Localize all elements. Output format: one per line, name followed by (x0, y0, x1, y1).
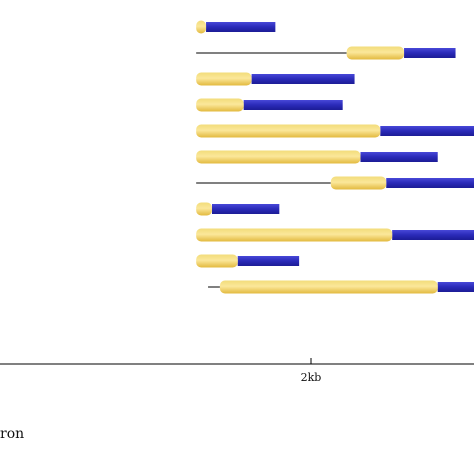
utr-bar (392, 230, 474, 240)
gene-row (196, 176, 474, 190)
utr-bar (212, 204, 280, 214)
cds-bar (196, 254, 238, 268)
utr-bar (360, 152, 438, 162)
gene-tracks (196, 20, 474, 294)
axis-tick-label: 2kb (301, 371, 322, 384)
utr-bar (206, 22, 276, 32)
gene-row (196, 98, 343, 112)
cds-bar (330, 176, 387, 190)
cds-bar (196, 98, 244, 112)
utr-bar (437, 282, 474, 292)
gene-row (196, 20, 276, 34)
cds-bar (196, 20, 207, 34)
gene-row (196, 228, 474, 242)
gene-row (196, 150, 438, 164)
legend-label: ron (0, 426, 25, 442)
gene-row (196, 254, 300, 268)
utr-bar (380, 126, 474, 136)
cds-bar (196, 202, 212, 216)
gene-row (196, 72, 355, 86)
utr-bar (404, 48, 456, 58)
utr-bar (243, 100, 343, 110)
utr-bar (237, 256, 300, 266)
cds-bar (196, 228, 393, 242)
gene-row (196, 124, 474, 138)
cds-bar (196, 72, 252, 86)
utr-bar (386, 178, 474, 188)
gene-row (208, 280, 474, 294)
cds-bar (346, 46, 405, 60)
cds-bar (196, 150, 361, 164)
cds-bar (196, 124, 381, 138)
cds-bar (219, 280, 438, 294)
gene-row (196, 46, 456, 60)
gene-row (196, 202, 280, 216)
utr-bar (251, 74, 355, 84)
scale-axis: 2kb3kb (0, 358, 474, 384)
